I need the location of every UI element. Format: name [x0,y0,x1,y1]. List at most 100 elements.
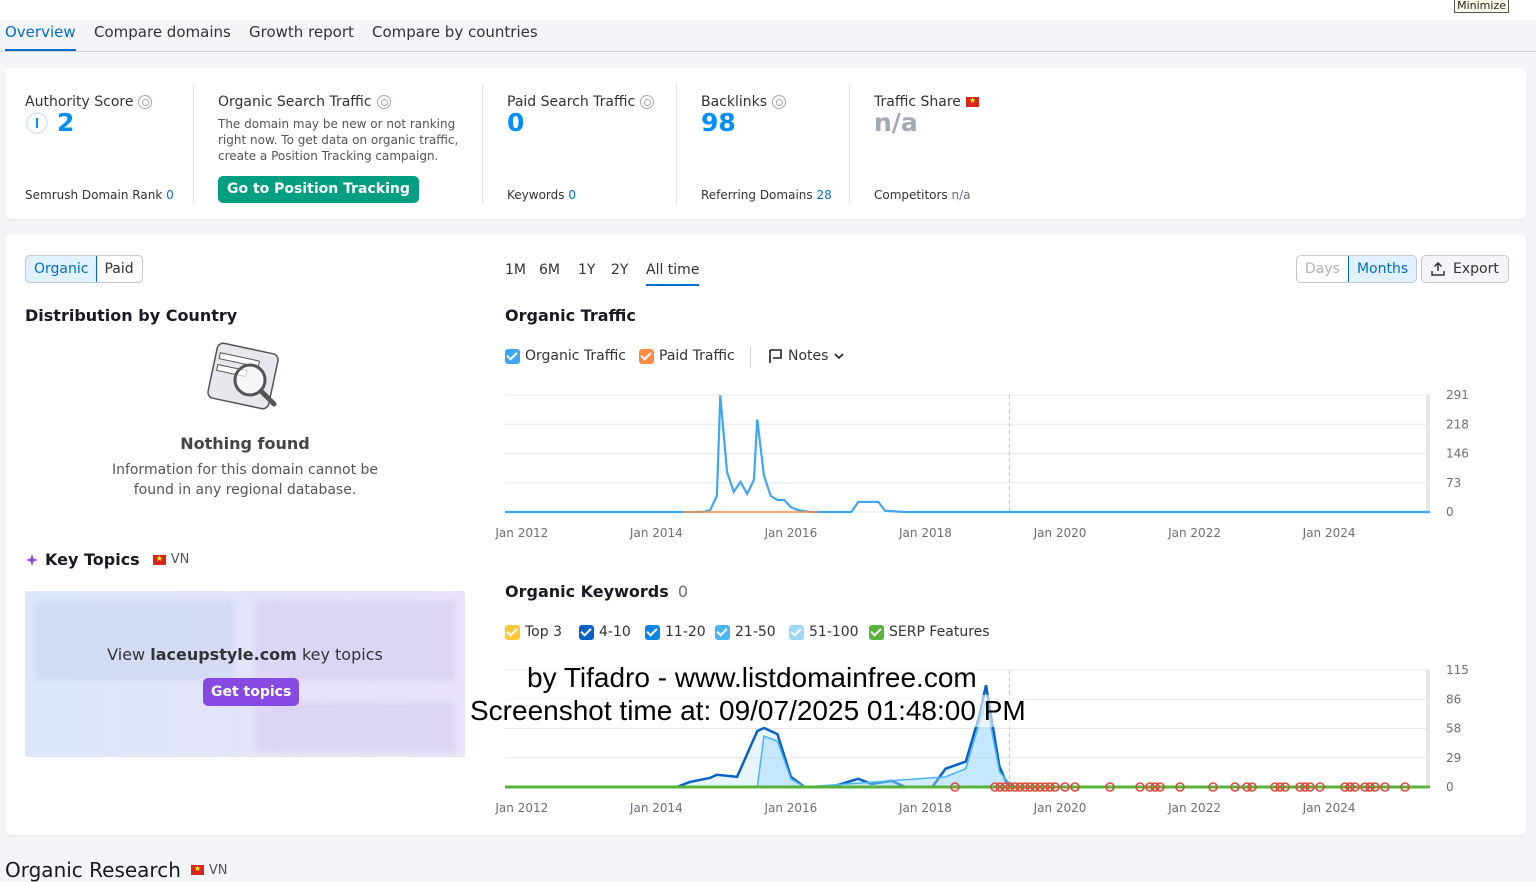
domain-rank-value[interactable]: 0 [166,188,174,202]
paid-traffic-label: Paid Search Traffic [507,94,636,110]
watermark-line-1: by Tifadro - www.listdomainfree.com [527,662,977,694]
tab-compare-domains[interactable]: Compare domains [94,23,231,41]
paid-toggle[interactable]: Paid [104,261,134,277]
tab-compare-by-countries[interactable]: Compare by countries [372,23,538,41]
months-button[interactable]: Months [1347,256,1417,282]
divider [193,84,194,204]
organic-keywords-chart[interactable]: 0 29 58 86 115 Jan 2012 Jan 2014 Jan 2016 Jan 20… [495,660,1495,820]
x-tick-label: Jan 2014 [629,526,683,540]
y-tick-label: 86 [1446,692,1461,706]
period-1y[interactable]: 1Y [578,262,596,278]
organic-keywords-title: Organic Keywords [505,582,669,601]
vietnam-flag-icon [965,94,979,108]
organic-research-header: Organic Research VN [5,858,228,882]
organic-search-traffic: Organic Search Traffic The domain may be… [218,68,478,218]
chevron-down-icon [834,353,845,360]
divider [676,84,677,204]
tab-bar: Overview Compare domains Growth report C… [0,20,1536,52]
authority-score: Authority Score 2 Semrush Domain Rank 0 [25,68,195,218]
period-6m[interactable]: 6M [539,262,560,278]
paid-keywords-value[interactable]: 0 [568,188,576,202]
period-all-time[interactable]: All time [646,262,700,286]
legend-11-20[interactable]: 11-20 [645,624,706,640]
key-topics-country: VN [170,552,190,567]
referring-domains-value[interactable]: 28 [816,188,832,202]
organic-traffic-title: Organic Traffic [505,306,636,325]
organic-note: The domain may be new or not ranking rig… [218,117,459,163]
vietnam-flag-icon [190,862,204,876]
competitors: Competitors n/a [874,188,971,202]
legend-4-10[interactable]: 4-10 [579,624,631,640]
serp-feature-marker [1135,782,1145,792]
serp-feature-marker [1025,782,1035,792]
divider [482,84,483,204]
serp-feature-marker [1175,782,1185,792]
traffic-share: Traffic Share n/a Competitors n/a [874,68,1074,218]
x-tick-label: Jan 2016 [763,526,817,540]
serp-feature-marker [1020,782,1030,792]
series-area [505,685,1430,787]
days-button[interactable]: Days [1305,261,1340,277]
serp-feature-marker [1295,782,1305,792]
nothing-found-title: Nothing found [180,434,310,453]
period-1m[interactable]: 1M [505,262,526,278]
backlinks-value[interactable]: 98 [701,108,736,137]
serp-feature-marker [990,782,1000,792]
series-line [505,700,1430,788]
notes-dropdown[interactable]: Notes [768,348,845,364]
score-gauge-icon [26,112,48,134]
go-to-position-tracking-button[interactable]: Go to Position Tracking [218,176,419,203]
organic-keywords-header: Organic Keywords 0 [505,582,688,601]
tab-growth-report[interactable]: Growth report [249,23,354,41]
info-icon[interactable] [376,95,391,109]
serp-feature-marker [1365,782,1375,792]
serp-feature-marker [1040,782,1050,792]
info-icon[interactable] [640,95,655,109]
tab-overview[interactable]: Overview [5,22,76,51]
x-tick-label: Jan 2020 [1033,801,1087,815]
y-tick-label: 29 [1446,751,1461,765]
legend-serp-features[interactable]: SERP Features [869,624,990,640]
y-tick-label: 146 [1446,447,1469,461]
serp-feature-marker [995,782,1005,792]
paid-traffic-value[interactable]: 0 [507,108,525,137]
key-topics-header: Key Topics VN [25,550,189,569]
serp-feature-marker [1300,782,1310,792]
organic-toggle[interactable]: Organic [25,256,98,282]
serp-feature-marker [1150,782,1160,792]
info-icon[interactable] [772,95,787,109]
serp-feature-marker [1010,782,1020,792]
get-topics-button[interactable]: Get topics [203,678,300,706]
x-tick-label: Jan 2024 [1302,526,1356,540]
serp-feature-marker [1242,782,1252,792]
info-icon[interactable] [138,95,153,109]
x-tick-label: Jan 2016 [763,801,817,815]
axis-edge [1426,395,1430,512]
serp-feature-marker [1315,782,1325,792]
view-topics-text: View laceupstyle.com key topics [107,645,383,664]
serp-feature-marker [1035,782,1045,792]
period-2y[interactable]: 2Y [611,262,629,278]
serp-feature-marker [1230,782,1240,792]
legend-51-100[interactable]: 51-100 [789,624,859,640]
minimize-button[interactable]: Minimize [1454,0,1509,13]
blurred-topic-card [255,601,455,681]
granularity-toggle: Days Months [1296,255,1418,283]
legend-top-3[interactable]: Top 3 [505,624,562,640]
y-tick-label: 73 [1446,476,1461,490]
export-button[interactable]: Export [1421,255,1509,283]
organic-traffic-chart[interactable]: 0 73 146 218 291 Jan 2012 Jan 2014 Jan 2016 Jan … [495,385,1495,545]
legend-organic-traffic[interactable]: Organic Traffic [505,348,626,364]
paid-search-traffic: Paid Search Traffic 0 Keywords 0 [507,68,677,218]
legend-21-50[interactable]: 21-50 [715,624,776,640]
serp-feature-marker [1050,782,1060,792]
legend-paid-traffic[interactable]: Paid Traffic [639,348,735,364]
serp-feature-marker [1005,782,1015,792]
serp-feature-marker [950,782,960,792]
divider [750,346,751,368]
vietnam-flag-icon [152,552,166,566]
backlinks-label: Backlinks [701,94,768,110]
serp-feature-marker [1305,782,1315,792]
y-tick-label: 58 [1446,722,1461,736]
checkbox-icon [505,624,520,640]
